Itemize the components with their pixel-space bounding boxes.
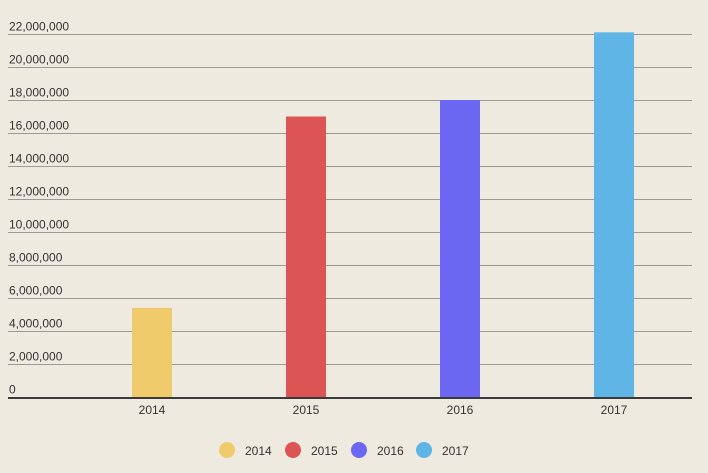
y-tick-label: 10,000,000 bbox=[9, 218, 69, 232]
y-axis-ticks: 0 2,000,000 4,000,000 6,000,000 8,000,000 10,… bbox=[9, 20, 69, 397]
legend[interactable]: 2014 2015 2016 2017 bbox=[219, 442, 469, 458]
y-tick-label: 20,000,000 bbox=[9, 53, 69, 67]
legend-swatch bbox=[351, 442, 367, 458]
legend-item-2015[interactable]: 2015 bbox=[285, 442, 338, 458]
x-axis-ticks: 2014 2015 2016 2017 bbox=[139, 403, 628, 417]
grid-lines bbox=[8, 34, 692, 365]
legend-item-2016[interactable]: 2016 bbox=[351, 442, 404, 458]
legend-label: 2016 bbox=[377, 444, 404, 458]
bar-2015[interactable] bbox=[286, 116, 326, 398]
y-tick-label: 8,000,000 bbox=[9, 251, 63, 265]
bars bbox=[132, 32, 634, 397]
x-tick-label: 2015 bbox=[293, 403, 320, 417]
bar-2016[interactable] bbox=[440, 100, 480, 397]
legend-label: 2014 bbox=[245, 444, 272, 458]
y-tick-label: 18,000,000 bbox=[9, 86, 69, 100]
bar-2014[interactable] bbox=[132, 307, 172, 397]
legend-label: 2017 bbox=[442, 444, 469, 458]
x-tick-label: 2016 bbox=[447, 403, 474, 417]
y-tick-label: 22,000,000 bbox=[9, 20, 69, 34]
y-tick-label: 6,000,000 bbox=[9, 284, 63, 298]
legend-swatch bbox=[285, 442, 301, 458]
y-tick-label: 4,000,000 bbox=[9, 317, 63, 331]
legend-swatch bbox=[416, 442, 432, 458]
bar-2017[interactable] bbox=[594, 32, 634, 397]
x-tick-label: 2017 bbox=[601, 403, 628, 417]
legend-swatch bbox=[219, 442, 235, 458]
x-tick-label: 2014 bbox=[139, 403, 166, 417]
y-tick-label: 12,000,000 bbox=[9, 185, 69, 199]
y-tick-label: 16,000,000 bbox=[9, 119, 69, 133]
legend-item-2017[interactable]: 2017 bbox=[416, 442, 469, 458]
legend-label: 2015 bbox=[311, 444, 338, 458]
y-tick-label: 0 bbox=[9, 383, 16, 397]
y-tick-label: 2,000,000 bbox=[9, 350, 63, 364]
legend-item-2014[interactable]: 2014 bbox=[219, 442, 272, 458]
y-tick-label: 14,000,000 bbox=[9, 152, 69, 166]
